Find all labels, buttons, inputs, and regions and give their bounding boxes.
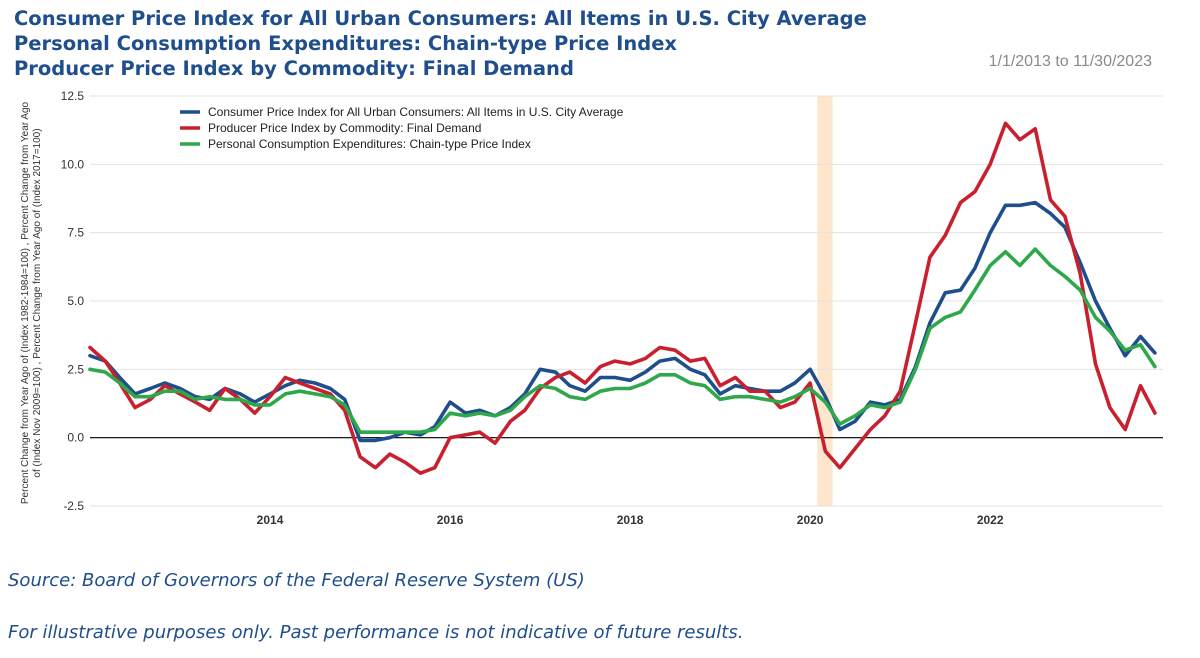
- y-tick-label: 5.0: [67, 294, 84, 308]
- line-chart: -2.5 0.0 2.5 5.0 7.5 10.0 12.5 2014 2016 2018 2020…: [20, 89, 1163, 527]
- y-tick-label: 0.0: [67, 431, 84, 445]
- y-tick-label: -2.5: [63, 499, 84, 513]
- series-line: [88, 200, 1157, 443]
- x-tick-label: 2014: [257, 513, 284, 527]
- disclaimer-note: For illustrative purposes only. Past per…: [8, 622, 744, 643]
- y-tick-label: 10.0: [61, 157, 85, 171]
- chart-title-ppi: Producer Price Index by Commodity: Final…: [14, 57, 574, 80]
- series-line: [88, 121, 1157, 476]
- x-tick-label: 2018: [617, 513, 644, 527]
- chart-title-block: Consumer Price Index for All Urban Consu…: [14, 6, 867, 81]
- y-axis-label: Percent Change from Year Ago of (Index 1…: [20, 101, 31, 504]
- x-tick-label: 2016: [437, 513, 464, 527]
- chart-title-pce: Personal Consumption Expenditures: Chain…: [14, 32, 678, 55]
- source-note: Source: Board of Governors of the Federa…: [8, 570, 585, 591]
- y-tick-label: 12.5: [61, 89, 85, 103]
- y-tick-label: 7.5: [67, 226, 84, 240]
- x-tick-label: 2022: [977, 513, 1004, 527]
- legend-label: Producer Price Index by Commodity: Final…: [208, 121, 481, 135]
- chart-title-cpi: Consumer Price Index for All Urban Consu…: [14, 7, 867, 30]
- x-tick-label: 2020: [797, 513, 824, 527]
- legend-label: Consumer Price Index for All Urban Consu…: [208, 105, 624, 119]
- series-line: [88, 247, 1157, 435]
- y-axis-label: of (Index Nov 2009=100) , Percent Change…: [32, 128, 43, 477]
- legend-label: Personal Consumption Expenditures: Chain…: [208, 137, 531, 151]
- date-range: 1/1/2013 to 11/30/2023: [988, 53, 1152, 70]
- y-tick-label: 2.5: [67, 362, 84, 376]
- chart-area: -2.5 0.0 2.5 5.0 7.5 10.0 12.5 2014 2016 2018 2020…: [0, 88, 1200, 548]
